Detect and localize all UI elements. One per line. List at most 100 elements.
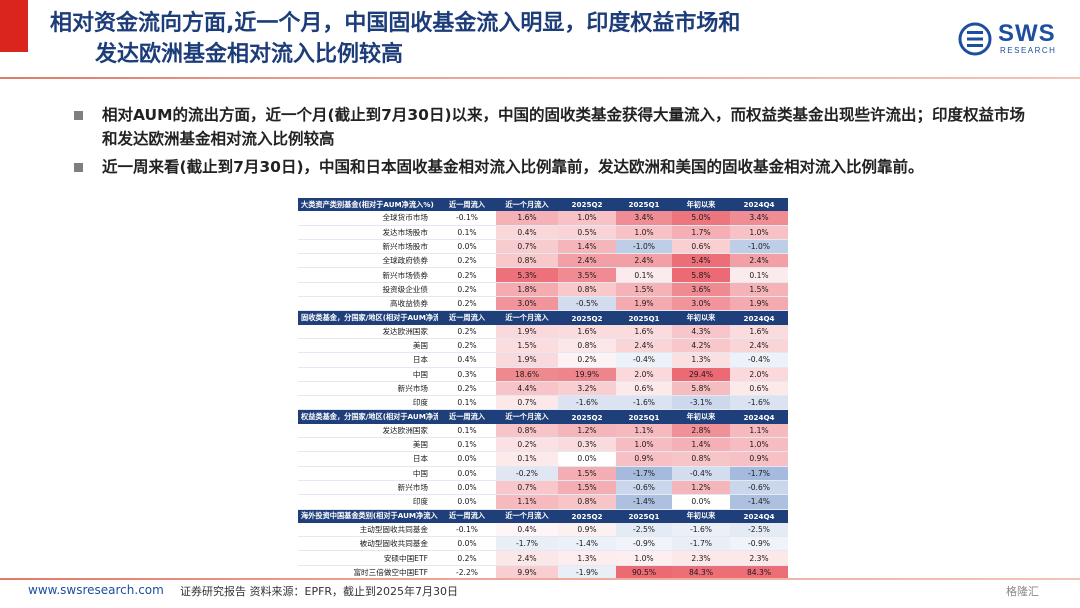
table-cell: 2.0% xyxy=(616,367,672,382)
column-header: 2025Q2 xyxy=(558,509,616,523)
table-cell: 90.5% xyxy=(616,565,672,580)
table-cell: 1.0% xyxy=(616,437,672,452)
table-cell: 0.1% xyxy=(457,398,477,408)
table-row: 全球货币市场 -0.1% 1.6% 1.0% 3.4% 5.0% 3.4% xyxy=(298,211,788,226)
column-header: 2025Q1 xyxy=(616,198,672,212)
table-cell: -2.2% xyxy=(455,567,479,577)
column-header: 2025Q2 xyxy=(558,409,616,424)
table-cell: 1.0% xyxy=(730,225,788,240)
table-row: 发达市场股市 0.1% 0.4% 0.5% 1.0% 1.7% 1.0% xyxy=(298,225,788,240)
column-header: 近一周流入 xyxy=(438,198,496,212)
row-label: 新兴市场债券 xyxy=(382,270,428,280)
header-divider xyxy=(0,77,1080,79)
table-cell: 5.8% xyxy=(672,267,730,283)
bullet-square-icon xyxy=(74,111,83,120)
row-label: 发达市场股市 xyxy=(382,227,428,237)
table-cell: 3.0% xyxy=(672,296,730,311)
table-cell: 0.0% xyxy=(577,454,597,464)
title-line-1: 相对资金流向方面,近一个月，中国固收基金流入明显，印度权益市场和 xyxy=(50,11,741,36)
table-cell: 0.1% xyxy=(616,267,672,283)
row-label: 印度 xyxy=(412,497,428,507)
table-cell: 1.5% xyxy=(496,338,558,353)
table-cell: 1.1% xyxy=(496,494,558,510)
table-cell: 0.0% xyxy=(457,497,477,507)
column-header: 2025Q1 xyxy=(616,310,672,325)
title-line-2: 发达欧洲基金相对流入比例较高 xyxy=(95,42,404,67)
table-cell: -0.1% xyxy=(455,213,479,223)
table-row: 全球政府债券 0.2% 0.8% 2.4% 2.4% 5.4% 2.4% xyxy=(298,253,788,268)
column-header: 近一周流入 xyxy=(438,509,496,523)
title-accent-bar xyxy=(0,0,28,52)
table-cell: 0.0% xyxy=(457,483,477,493)
table-cell: 1.0% xyxy=(730,437,788,452)
table-cell: 19.9% xyxy=(558,367,616,382)
table-cell: -1.4% xyxy=(558,536,616,551)
row-label: 新兴市场股市 xyxy=(382,242,428,252)
column-header: 近一个月流入 xyxy=(496,409,558,424)
table-row: 中国 0.3% 18.6% 19.9% 2.0% 29.4% 2.0% xyxy=(298,367,788,382)
table-row: 新兴市场 0.0% 0.7% 1.5% -0.6% 1.2% -0.6% xyxy=(298,480,788,495)
table-cell: -1.7% xyxy=(496,536,558,551)
column-header: 近一个月流入 xyxy=(496,509,558,523)
table-cell: 1.1% xyxy=(730,423,788,438)
sws-logo-icon xyxy=(958,22,992,56)
table-cell: -1.6% xyxy=(672,522,730,537)
table-row: 日本 0.4% 1.9% 0.2% -0.4% 1.3% -0.4% xyxy=(298,352,788,368)
table-cell: -0.2% xyxy=(496,466,558,481)
table-cell: 1.3% xyxy=(672,352,730,368)
bullet-text: 近一周来看(截止到7月30日)，中国和日本固收基金相对流入比例靠前，发达欧洲和美… xyxy=(102,158,924,176)
table-cell: 1.2% xyxy=(558,423,616,438)
row-label: 中国 xyxy=(412,468,428,478)
table-cell: 1.6% xyxy=(616,324,672,339)
table-cell: 1.4% xyxy=(672,437,730,452)
table-cell: -1.6% xyxy=(558,395,616,410)
table-cell: 0.0% xyxy=(457,242,477,252)
table-row: 发达欧洲国家 0.1% 0.8% 1.2% 1.1% 2.8% 1.1% xyxy=(298,423,788,438)
column-header: 年初以来 xyxy=(672,310,730,325)
table-cell: 1.8% xyxy=(496,282,558,297)
table-cell: 0.0% xyxy=(457,454,477,464)
table-cell: -0.4% xyxy=(730,352,788,368)
table-cell: 2.4% xyxy=(558,253,616,268)
row-label: 主动型固收共同基金 xyxy=(359,524,428,534)
table-row: 美国 0.2% 1.5% 0.8% 2.4% 4.2% 2.4% xyxy=(298,338,788,353)
section-title: 权益类基金，分国家/地区(相对于AUM净流入%) xyxy=(298,409,438,424)
table-section-header: 权益类基金，分国家/地区(相对于AUM净流入%)近一周流入近一个月流入2025Q… xyxy=(298,409,788,424)
footer-website-link[interactable]: www.swsresearch.com xyxy=(28,583,164,597)
table-cell: 4.2% xyxy=(672,338,730,353)
table-cell: -0.1% xyxy=(455,524,479,534)
table-cell: -0.6% xyxy=(730,480,788,495)
table-cell: -2.5% xyxy=(616,522,672,537)
table-cell: 0.8% xyxy=(496,423,558,438)
table-cell: 0.2% xyxy=(558,352,616,368)
watermark: 格隆汇 xyxy=(1006,585,1039,598)
table-cell: 0.8% xyxy=(496,253,558,268)
table-cell: 29.4% xyxy=(672,367,730,382)
table-cell: 18.6% xyxy=(496,367,558,382)
table-cell: 0.6% xyxy=(730,381,788,396)
table-cell: 1.0% xyxy=(558,211,616,226)
section-title: 海外投资中国基金类别(相对于AUM净流入%) xyxy=(298,509,438,523)
logo-subtitle: RESEARCH xyxy=(1000,46,1057,55)
table-cell: 4.4% xyxy=(496,381,558,396)
row-label: 美国 xyxy=(412,440,428,450)
logo-wordmark: SWS xyxy=(998,20,1056,47)
table-cell: 0.2% xyxy=(457,284,477,294)
table-cell: 0.4% xyxy=(496,522,558,537)
column-header: 2024Q4 xyxy=(730,310,788,325)
table-cell: 3.5% xyxy=(558,267,616,283)
table-cell: 3.0% xyxy=(496,296,558,311)
table-section-header: 大类资产类别基金(相对于AUM净流入%) 近一周流入 近一个月流入 2025Q2 202… xyxy=(298,198,788,212)
footer-source-note: 证券研究报告 资料来源：EPFR，截止到2025年7月30日 xyxy=(180,585,459,598)
table-cell: 1.9% xyxy=(496,324,558,339)
table-cell: 0.7% xyxy=(496,395,558,410)
footer-divider xyxy=(0,578,1080,580)
table-cell: 0.9% xyxy=(616,451,672,467)
table-row: 印度 0.1% 0.7% -1.6% -1.6% -3.1% -1.6% xyxy=(298,395,788,410)
table-cell: -0.9% xyxy=(616,536,672,551)
table-cell: 1.0% xyxy=(616,225,672,240)
table-cell: 3.6% xyxy=(672,282,730,297)
row-label: 被动型固收共同基金 xyxy=(359,539,428,549)
table-cell: -1.7% xyxy=(730,466,788,481)
table-cell: 1.4% xyxy=(558,239,616,254)
